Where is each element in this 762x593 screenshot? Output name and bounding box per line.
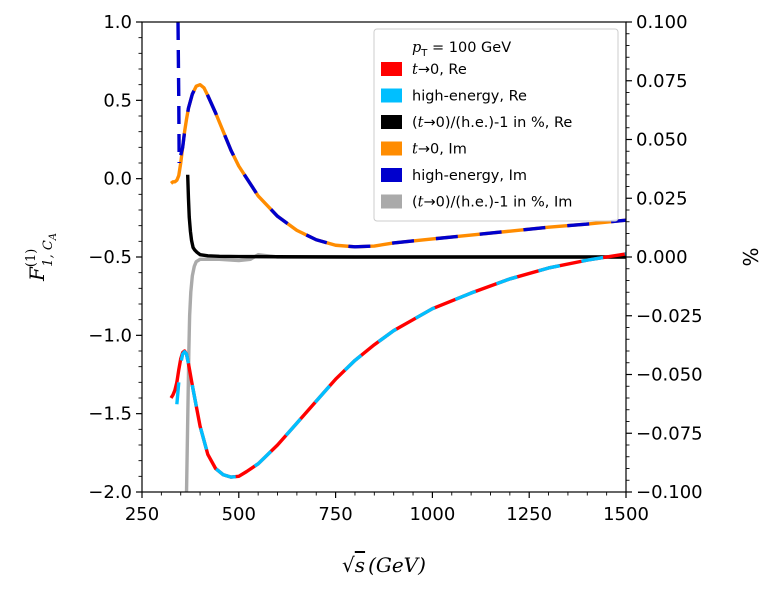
y-right-tick-label: −0.075	[636, 423, 703, 444]
legend: pT = 100 GeV t→0, Re high-energy, Re (t→0)…	[373, 28, 619, 222]
y-right-tick-label: 0.000	[636, 247, 688, 268]
y-tick-label: 0.0	[103, 169, 132, 190]
y-tick-label: 1.0	[103, 12, 132, 33]
y-right-tick-label: −0.025	[636, 306, 703, 327]
legend-swatch	[381, 141, 402, 156]
y-right-tick-label: 0.100	[636, 12, 688, 33]
legend-label: (t→0)/(h.e.)-1 in %, Re	[412, 115, 572, 131]
legend-title: pT = 100 GeV	[412, 40, 511, 59]
legend-swatch	[381, 115, 402, 129]
series-line-high-energy-re	[175, 252, 626, 479]
legend-label: high-energy, Im	[412, 168, 527, 184]
legend-label: (t→0)/(h.e.)-1 in %, Im	[412, 195, 572, 211]
x-tick-label: 1250	[506, 504, 552, 525]
y-right-tick-label: 0.025	[636, 188, 688, 209]
y-axis-right-label: %	[738, 247, 762, 266]
series-line-t-0-im	[169, 82, 626, 249]
legend-swatch	[381, 88, 402, 103]
legend-label: t→0, Im	[412, 142, 467, 158]
legend-swatch	[381, 194, 402, 209]
x-tick-label: 1500	[603, 504, 649, 525]
legend-label: high-energy, Re	[412, 89, 527, 105]
y-right-tick-label: 0.050	[636, 130, 688, 151]
y-tick-label: −1.5	[88, 404, 132, 425]
legend-label: t→0, Re	[412, 62, 467, 78]
x-tick-label: 750	[318, 504, 352, 525]
series-line-high-energy-im	[179, 82, 626, 249]
y-tick-label: −2.0	[88, 482, 132, 503]
y-right-tick-label: −0.050	[636, 365, 703, 386]
series-line-t-0-h-e-1-in-re	[185, 174, 626, 259]
high-energy-im-divergence	[176, 22, 181, 164]
y-right-tick-label: −0.100	[636, 482, 703, 503]
y-axis-label: F(1) 1, CA	[24, 233, 59, 282]
y-right-tick-label: 0.075	[636, 71, 688, 92]
x-axis-label: √s (GeV)	[342, 553, 426, 577]
y-tick-label: −1.0	[88, 325, 132, 346]
y-tick-label: 0.5	[103, 90, 132, 111]
x-tick-label: 500	[222, 504, 256, 525]
legend-swatch	[381, 62, 402, 76]
legend-swatch	[381, 168, 402, 182]
y-tick-label: −0.5	[88, 247, 132, 268]
legend-box	[373, 28, 619, 222]
x-tick-label: 1000	[409, 504, 455, 525]
x-tick-label: 250	[125, 504, 159, 525]
